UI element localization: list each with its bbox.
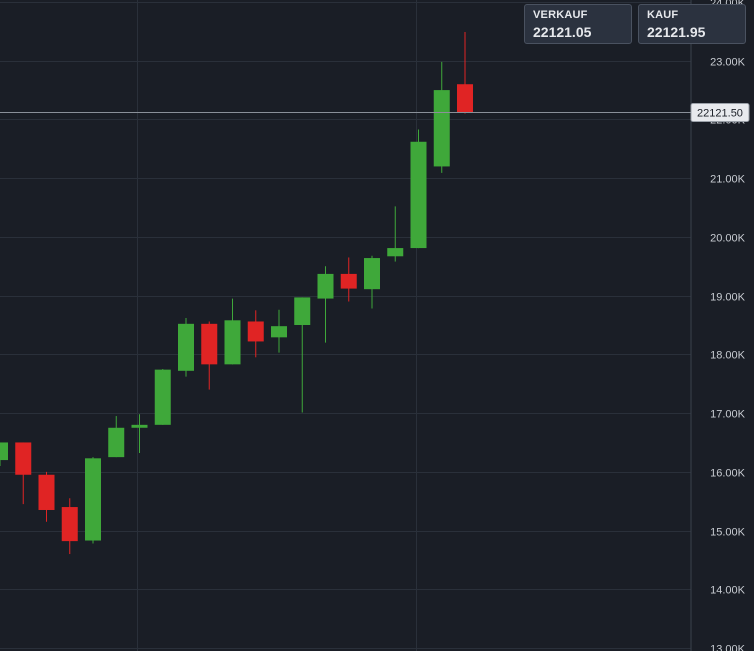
candle [364, 255, 380, 309]
candle-body [201, 323, 218, 365]
buy-quote-label: KAUF [647, 9, 679, 21]
current-price-label: 22121.50 [697, 108, 743, 120]
price-axis: 13.00K 14.00K 15.00K 16.00K 17.00K 18.00K 19.0… [710, 0, 746, 651]
candle [340, 257, 357, 302]
candle-body [364, 258, 380, 290]
y-tick-label: 16.00K [710, 468, 746, 480]
candle [271, 309, 287, 353]
buy-quote-value: 22121.95 [647, 24, 706, 40]
y-tick-label: 13.00K [710, 644, 746, 651]
candle [85, 457, 101, 544]
y-tick-label: 19.00K [710, 292, 746, 304]
candle-body [247, 321, 264, 342]
y-tick-label: 15.00K [710, 527, 746, 539]
candle-body [410, 141, 427, 249]
candle [294, 297, 311, 413]
sell-quote-button[interactable]: VERKAUF 22121.05 [524, 4, 632, 44]
candle [224, 298, 241, 365]
candles [0, 31, 473, 555]
sell-quote-value: 22121.05 [533, 24, 592, 40]
candle [317, 266, 334, 343]
candle [410, 129, 427, 249]
y-tick-label: 14.00K [710, 585, 746, 597]
current-price-indicator: 22121.50 [0, 103, 750, 122]
candle [457, 31, 473, 114]
grid-lines [0, 0, 691, 651]
candle [61, 498, 78, 555]
y-tick-label: 21.00K [710, 174, 746, 186]
candle [154, 369, 171, 425]
candle [15, 442, 32, 505]
candle-body [108, 427, 125, 458]
candle-body [387, 248, 404, 257]
candle-body [317, 273, 334, 299]
buy-quote-button[interactable]: KAUF 22121.95 [638, 4, 746, 44]
candle [387, 206, 404, 262]
candle [247, 310, 264, 358]
candle-body [85, 458, 101, 541]
y-tick-label: 20.00K [710, 233, 746, 245]
y-tick-label: 17.00K [710, 409, 746, 421]
candle-body [457, 84, 473, 113]
y-tick-label: 23.00K [710, 57, 746, 69]
candle [178, 317, 194, 377]
candle-body [15, 442, 32, 475]
candle-body [61, 507, 78, 542]
candle-body [178, 323, 194, 371]
candle-body [224, 320, 241, 365]
candle-body [154, 369, 171, 425]
candle [108, 416, 125, 458]
candle-body [294, 297, 311, 325]
candle [433, 61, 450, 173]
candle [131, 414, 148, 454]
candle [38, 471, 55, 522]
candle-body [271, 326, 287, 338]
current-price-badge [690, 103, 750, 122]
candle-body [0, 442, 8, 461]
sell-quote-label: VERKAUF [533, 9, 588, 21]
candle-body [38, 474, 55, 510]
candle [0, 442, 8, 466]
y-tick-label: 18.00K [710, 350, 746, 362]
candle [201, 321, 218, 390]
candle-body [131, 424, 148, 428]
candle-body [340, 273, 357, 289]
candle-body [433, 90, 450, 167]
